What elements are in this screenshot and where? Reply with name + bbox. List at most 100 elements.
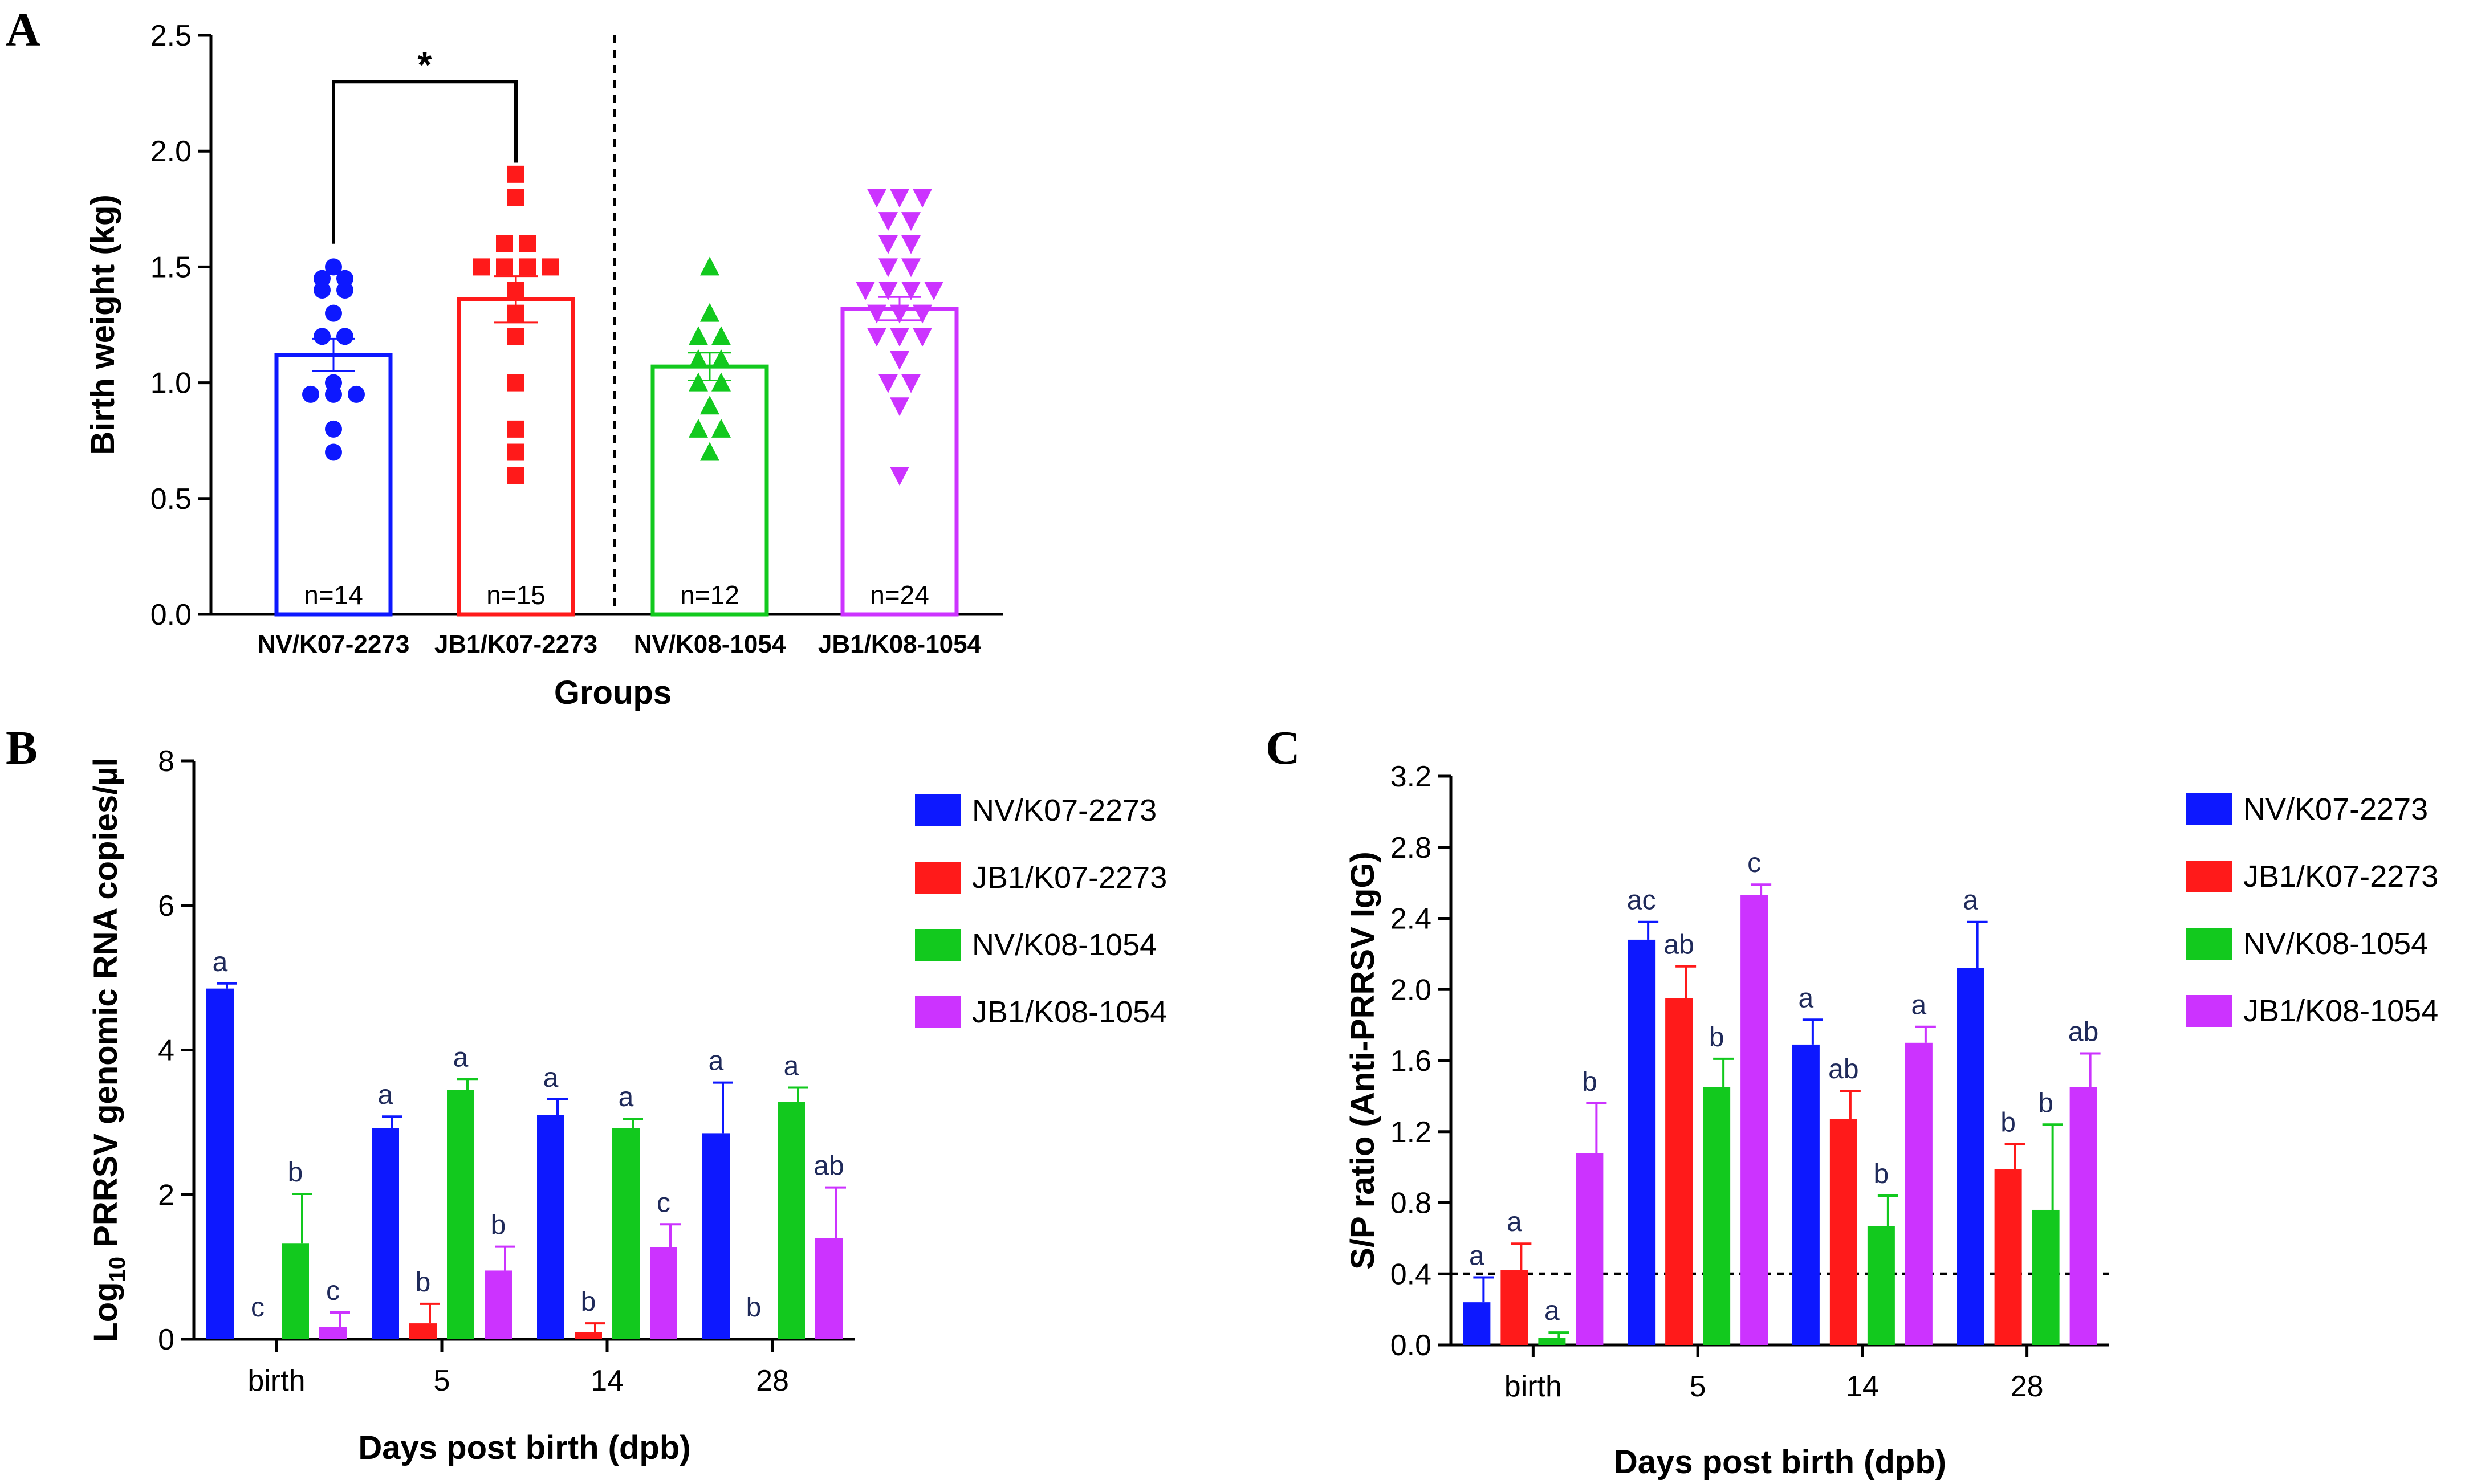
panel-a-point bbox=[689, 349, 708, 368]
panel-a-point bbox=[913, 304, 932, 324]
panel-c-bar bbox=[1703, 1087, 1731, 1345]
panel-b-significance-letter: a bbox=[784, 1051, 799, 1081]
panel-c-significance-letter: a bbox=[1507, 1207, 1522, 1237]
panel-b-y-title-sub: 10 bbox=[105, 1257, 130, 1282]
panel-b-legend-swatch bbox=[915, 794, 961, 826]
panel-b-significance-letter: a bbox=[543, 1063, 559, 1093]
panel-a-point bbox=[325, 304, 342, 322]
panel-a-group-label: NV/K07-2273 bbox=[258, 630, 410, 658]
panel-a-point bbox=[878, 212, 898, 231]
panel-c-y-tick-label: 1.6 bbox=[1390, 1045, 1431, 1078]
panel-a-point bbox=[314, 282, 331, 299]
panel-b-significance-letter: a bbox=[709, 1046, 724, 1077]
panel-b-bar bbox=[485, 1270, 512, 1339]
panel-c-bar bbox=[1905, 1042, 1933, 1345]
panel-a-point bbox=[507, 374, 524, 392]
panel-a-y-tick-label: 0.0 bbox=[151, 598, 192, 631]
panel-a-point bbox=[507, 282, 524, 299]
panel-a-point bbox=[302, 385, 319, 403]
panel-a-point bbox=[901, 258, 921, 278]
panel-c-x-tick-label: 28 bbox=[2011, 1370, 2044, 1403]
panel-b-significance-letter: b bbox=[491, 1210, 506, 1241]
panel-a-point bbox=[325, 258, 342, 276]
panel-b-x-tick-label: 5 bbox=[434, 1364, 450, 1397]
panel-a-y-tick-label: 2.5 bbox=[151, 19, 192, 52]
panel-b-bar-chart: 0 2 4 6 8 Days post birth (dpb) Log10 PRRSV ge… bbox=[87, 745, 1167, 1466]
panel-c-legend: NV/K07-2273 JB1/K07-2273 NV/K08-1054 JB1/K0… bbox=[2186, 792, 2438, 1028]
panel-c-legend-label: JB1/K08-1054 bbox=[2243, 994, 2438, 1028]
panel-b-significance-letter: a bbox=[619, 1082, 634, 1112]
panel-b-significance-letter: b bbox=[581, 1287, 596, 1317]
panel-b-y-tick-label: 8 bbox=[158, 745, 174, 778]
panel-a-point bbox=[711, 418, 731, 438]
panel-a-point bbox=[473, 258, 490, 276]
panel-a-point bbox=[901, 212, 921, 231]
panel-c-legend-swatch bbox=[2186, 861, 2232, 892]
panel-c-bar bbox=[1500, 1270, 1528, 1345]
panel-a-point bbox=[890, 189, 909, 208]
panel-a-point bbox=[890, 328, 909, 347]
panel-c-x-axis-title: Days post birth (dpb) bbox=[1614, 1444, 1946, 1481]
panel-a-point bbox=[507, 467, 524, 484]
panel-a-point bbox=[496, 235, 513, 252]
panel-a-point bbox=[519, 258, 536, 276]
panel-b-bar bbox=[319, 1327, 347, 1339]
panel-a-point bbox=[507, 304, 524, 322]
panel-a-labels: n=14 NV/K07-2273 n=15 JB1/K07-2273 n=12 NV/K0… bbox=[258, 44, 982, 658]
panel-a-significance-bracket bbox=[332, 80, 518, 244]
panel-c-bar bbox=[1957, 968, 1984, 1345]
panel-c-bar bbox=[1628, 939, 1656, 1345]
panel-a-point bbox=[901, 235, 921, 254]
panel-a-point bbox=[878, 235, 898, 254]
panel-c-significance-letter: a bbox=[1911, 990, 1927, 1021]
panel-c-bar bbox=[1994, 1169, 2022, 1345]
panel-a-point bbox=[689, 372, 708, 392]
panel-c-x-tick-label: 14 bbox=[1846, 1370, 1879, 1403]
panel-c-significance-letter: a bbox=[1544, 1296, 1560, 1326]
panel-a-point bbox=[507, 165, 524, 183]
panel-b-y-axis-title: Log10 PRRSV genomic RNA copies/µl bbox=[87, 757, 130, 1342]
panel-c-bar bbox=[1740, 895, 1768, 1345]
panel-a-significance-star: * bbox=[418, 44, 432, 85]
panel-c-bar bbox=[1576, 1153, 1604, 1345]
panel-b-y-title-rest: PRRSV genomic RNA copies/µl bbox=[87, 757, 124, 1257]
panel-c-y-tick-label: 0.4 bbox=[1390, 1258, 1431, 1291]
panel-b-significance-letter: b bbox=[416, 1267, 431, 1298]
panel-c-y-tick-label: 2.8 bbox=[1390, 831, 1431, 865]
panel-a-group-label: NV/K08-1054 bbox=[634, 630, 786, 658]
panel-b-x-tick-label: 14 bbox=[591, 1364, 624, 1397]
panel-a-point bbox=[325, 420, 342, 438]
panel-c-bar-chart: 0.0 0.4 0.8 1.2 1.6 2.0 2.4 2.8 3.2 Days post bir… bbox=[1344, 760, 2438, 1481]
panel-c-bar bbox=[1867, 1226, 1895, 1345]
panel-a-point bbox=[711, 349, 731, 368]
panel-b-legend-label: JB1/K07-2273 bbox=[972, 861, 1167, 895]
panel-b-legend-label: NV/K07-2273 bbox=[972, 793, 1157, 827]
panel-a-point bbox=[689, 418, 708, 438]
panel-a-point bbox=[711, 326, 731, 345]
panel-letter-c: C bbox=[1266, 721, 1300, 774]
panel-b-significance-letter: a bbox=[378, 1080, 393, 1110]
panel-a-x-axis-title: Groups bbox=[554, 674, 672, 711]
panel-c-y-tick-label: 3.2 bbox=[1390, 760, 1431, 793]
panel-b-x-tick-label: birth bbox=[247, 1364, 305, 1397]
panel-b-y-tick-label: 4 bbox=[158, 1034, 174, 1067]
panel-b-bar bbox=[702, 1133, 730, 1339]
panel-c-legend-swatch bbox=[2186, 793, 2232, 825]
panel-a-point bbox=[878, 282, 898, 301]
panel-b-bar bbox=[778, 1102, 805, 1339]
panel-a-point bbox=[890, 467, 909, 486]
panel-a-scatter-chart: 0.0 0.5 1.0 1.5 2.0 2.5 Birth weight (kg) Group… bbox=[84, 19, 1003, 711]
panel-a-point bbox=[856, 282, 875, 301]
panel-a-y-tick-label: 0.5 bbox=[151, 483, 192, 516]
panel-b-y-tick-label: 6 bbox=[158, 890, 174, 923]
panel-b-bar bbox=[372, 1128, 399, 1339]
panel-a-point bbox=[700, 442, 719, 461]
panel-a-y-axis-title: Birth weight (kg) bbox=[84, 194, 121, 455]
panel-a-point bbox=[507, 443, 524, 461]
panel-b-bar bbox=[815, 1238, 843, 1339]
panel-a-point bbox=[924, 282, 943, 301]
panel-a-bars bbox=[274, 275, 959, 617]
panel-letter-a: A bbox=[6, 3, 40, 56]
panel-b-legend-swatch bbox=[915, 929, 961, 961]
